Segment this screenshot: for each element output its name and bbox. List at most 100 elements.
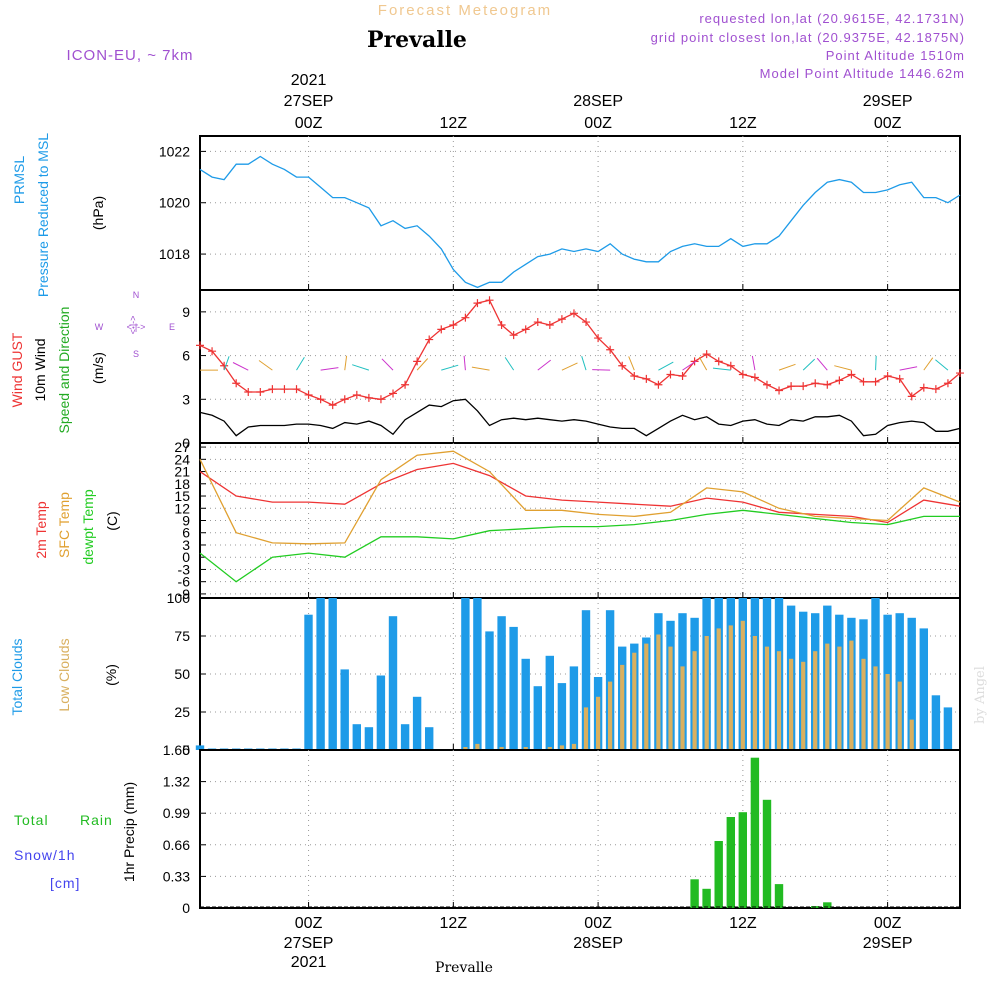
total-clouds-bar <box>376 675 386 750</box>
grid-coords: grid point closest lon,lat (20.9375E, 42… <box>651 30 965 45</box>
low-clouds-bar <box>837 646 842 750</box>
chart-title: Forecast Meteogram <box>378 2 552 19</box>
total-clouds-bar <box>521 658 530 750</box>
gust-marker <box>594 334 603 343</box>
time-label-top: 00Z <box>874 115 902 132</box>
total-clouds-bar <box>352 724 361 750</box>
y-tick-label: 0.33 <box>163 868 190 884</box>
low-clouds-bar <box>909 719 914 750</box>
gust-marker <box>208 347 217 356</box>
low-clouds-bar <box>668 646 673 750</box>
gust-marker <box>750 373 759 382</box>
low-clouds-bar <box>608 681 613 750</box>
low-clouds-bar <box>571 743 577 750</box>
low-clouds-bar <box>596 696 601 750</box>
precip-unit: 1hr Precip (mm) <box>121 782 137 882</box>
sfc-temp-line <box>199 450 961 545</box>
compass-west: W <box>95 322 104 332</box>
legend-10m-wind: 10m Wind <box>32 338 48 401</box>
gust-marker <box>630 371 639 380</box>
gust-marker <box>364 393 373 402</box>
legend-rain: Rain <box>80 812 113 828</box>
wind-arrow-icon <box>504 357 515 371</box>
low-clouds-bar <box>704 636 709 750</box>
wind-arrow-icon <box>935 359 949 371</box>
wind-arrow-icon <box>463 355 466 371</box>
gust-marker <box>678 371 687 380</box>
y-tick-label: 21 <box>174 464 190 480</box>
gust-marker <box>509 331 518 340</box>
wind-arrow-icon <box>352 364 370 371</box>
y-tick-label: 0 <box>182 900 190 916</box>
time-label-bottom: 00Z <box>874 915 902 932</box>
requested-coords: requested lon,lat (20.9615E, 42.1731N) <box>699 11 965 26</box>
low-clouds-bar <box>716 628 721 750</box>
time-label-top: 29SEP <box>863 93 913 110</box>
gust-marker <box>606 345 615 354</box>
total-rain-bar <box>702 888 711 908</box>
legend-snow: Snow/1h <box>14 847 75 863</box>
gust-marker <box>401 380 410 389</box>
gust-marker <box>569 309 578 318</box>
low-clouds-bar <box>644 643 649 750</box>
low-clouds-bar <box>776 651 782 750</box>
y-tick-label: 18 <box>174 476 190 492</box>
gust-marker <box>582 318 591 327</box>
y-tick-label: 0 <box>182 549 190 565</box>
low-clouds-bar <box>764 646 770 750</box>
total-clouds-bar <box>485 631 494 750</box>
low-clouds-bar <box>680 666 685 750</box>
y-tick-label: 15 <box>174 488 190 504</box>
wind-arrow-icon <box>899 366 918 371</box>
time-label-top: 00Z <box>295 115 323 132</box>
total-clouds-bar <box>509 626 518 750</box>
wind-arrow-icon <box>581 356 587 371</box>
gust-marker <box>702 350 711 359</box>
wind-arrow-icon <box>441 364 459 371</box>
y-tick-label: 50 <box>174 666 190 682</box>
time-label-bottom: 12Z <box>729 915 757 932</box>
gust-marker <box>545 320 554 329</box>
footer-location: Prevalle <box>435 960 493 976</box>
gust-marker <box>389 389 398 398</box>
low-clouds-bar <box>813 651 818 750</box>
wind-arrow-icon <box>416 358 429 371</box>
time-label-bottom: 29SEP <box>863 935 913 952</box>
low-clouds-bar <box>656 634 661 750</box>
model-altitude: Model Point Altitude 1446.62m <box>760 66 965 81</box>
gust-marker <box>714 357 723 366</box>
total-clouds-bar <box>340 669 349 750</box>
compass-east: E <box>169 322 175 332</box>
gust-marker <box>775 386 784 395</box>
gust-marker <box>328 401 337 410</box>
gust-marker <box>244 388 253 396</box>
y-tick-label: -3 <box>178 561 191 577</box>
low-clouds-bar <box>559 745 564 750</box>
gust-marker <box>376 395 385 404</box>
total-rain-bar <box>750 757 760 908</box>
gust-marker <box>557 315 566 324</box>
y-tick-label: 1022 <box>159 143 190 159</box>
location-title: Prevalle <box>367 27 467 53</box>
low-clouds-bar <box>475 743 480 750</box>
legend-total-clouds: Total Clouds <box>9 638 25 715</box>
gust-marker <box>738 370 747 379</box>
total-clouds-bar <box>461 598 470 750</box>
wind-arrow-icon <box>816 357 828 371</box>
y-tick-label: 0.99 <box>163 805 190 821</box>
time-label-top: 27SEP <box>284 93 334 110</box>
gust-marker <box>413 357 422 366</box>
total-clouds-bar <box>412 696 422 750</box>
total-clouds-bar <box>316 598 325 750</box>
y-tick-label: 3 <box>182 391 190 407</box>
total-clouds-bar <box>919 628 928 750</box>
low-clouds-bar <box>825 643 830 750</box>
legend-total: Total <box>14 812 49 828</box>
pressure-unit: (hPa) <box>90 196 106 230</box>
low-clouds-bar <box>632 652 637 750</box>
gust-marker <box>316 395 325 404</box>
low-clouds-bar <box>499 747 504 750</box>
legend-cm: [cm] <box>50 875 80 891</box>
total-clouds-bar <box>533 686 542 750</box>
gust-marker <box>871 377 880 386</box>
